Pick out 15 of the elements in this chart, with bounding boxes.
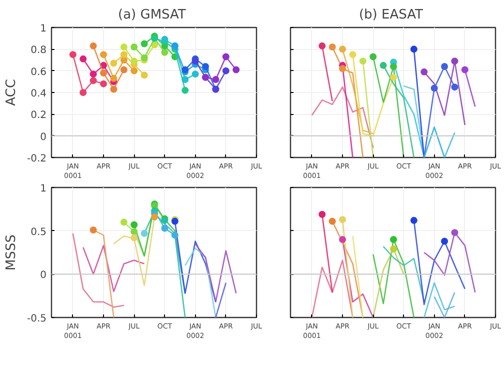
y-tick-label: 0.8 xyxy=(30,45,47,56)
chart-title: (a) GMSAT xyxy=(118,8,186,22)
y-tick-label: -0.5 xyxy=(26,314,47,324)
y-tick-label: -0.2 xyxy=(26,154,47,164)
y-axis-title: MSSS xyxy=(4,234,19,270)
y-tick-label: 0.5 xyxy=(30,226,47,238)
y-tick-label: 0 xyxy=(40,132,47,143)
y-tick-label: 0 xyxy=(40,270,47,282)
y-axis-title: ACC xyxy=(4,79,19,106)
y-tick-label: 1 xyxy=(40,184,47,194)
y-tick-label: 0.4 xyxy=(30,88,47,100)
y-tick-label: 1 xyxy=(40,24,47,34)
y-tick-label: 0.2 xyxy=(30,110,47,122)
y-tick-label: 0.6 xyxy=(30,66,47,78)
chart-title: (b) EASAT xyxy=(358,8,423,22)
